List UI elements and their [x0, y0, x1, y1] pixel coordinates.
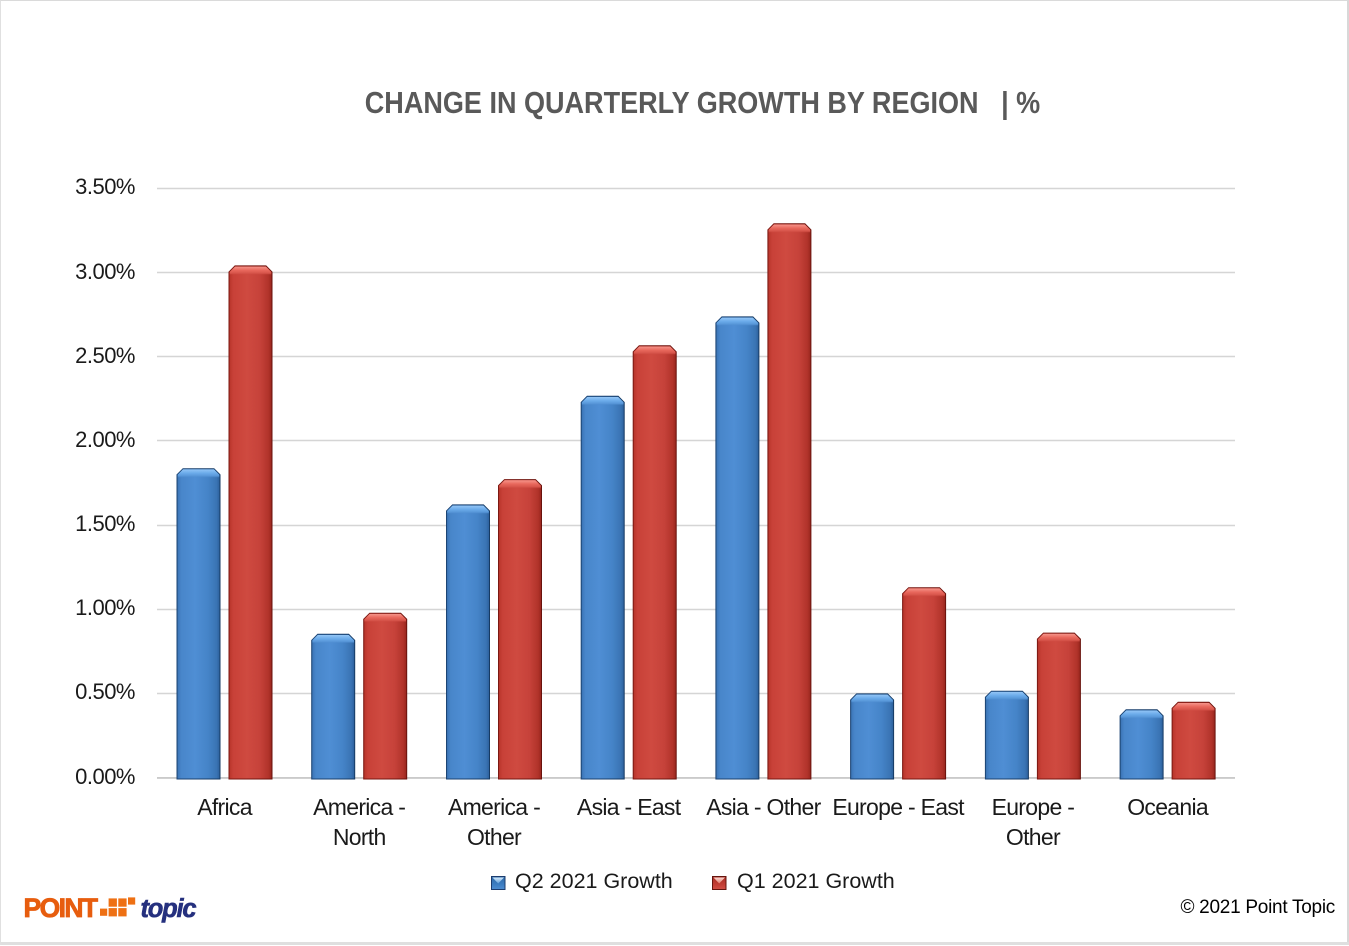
svg-text:topic: topic: [141, 895, 197, 923]
svg-text:POINT: POINT: [24, 893, 98, 923]
